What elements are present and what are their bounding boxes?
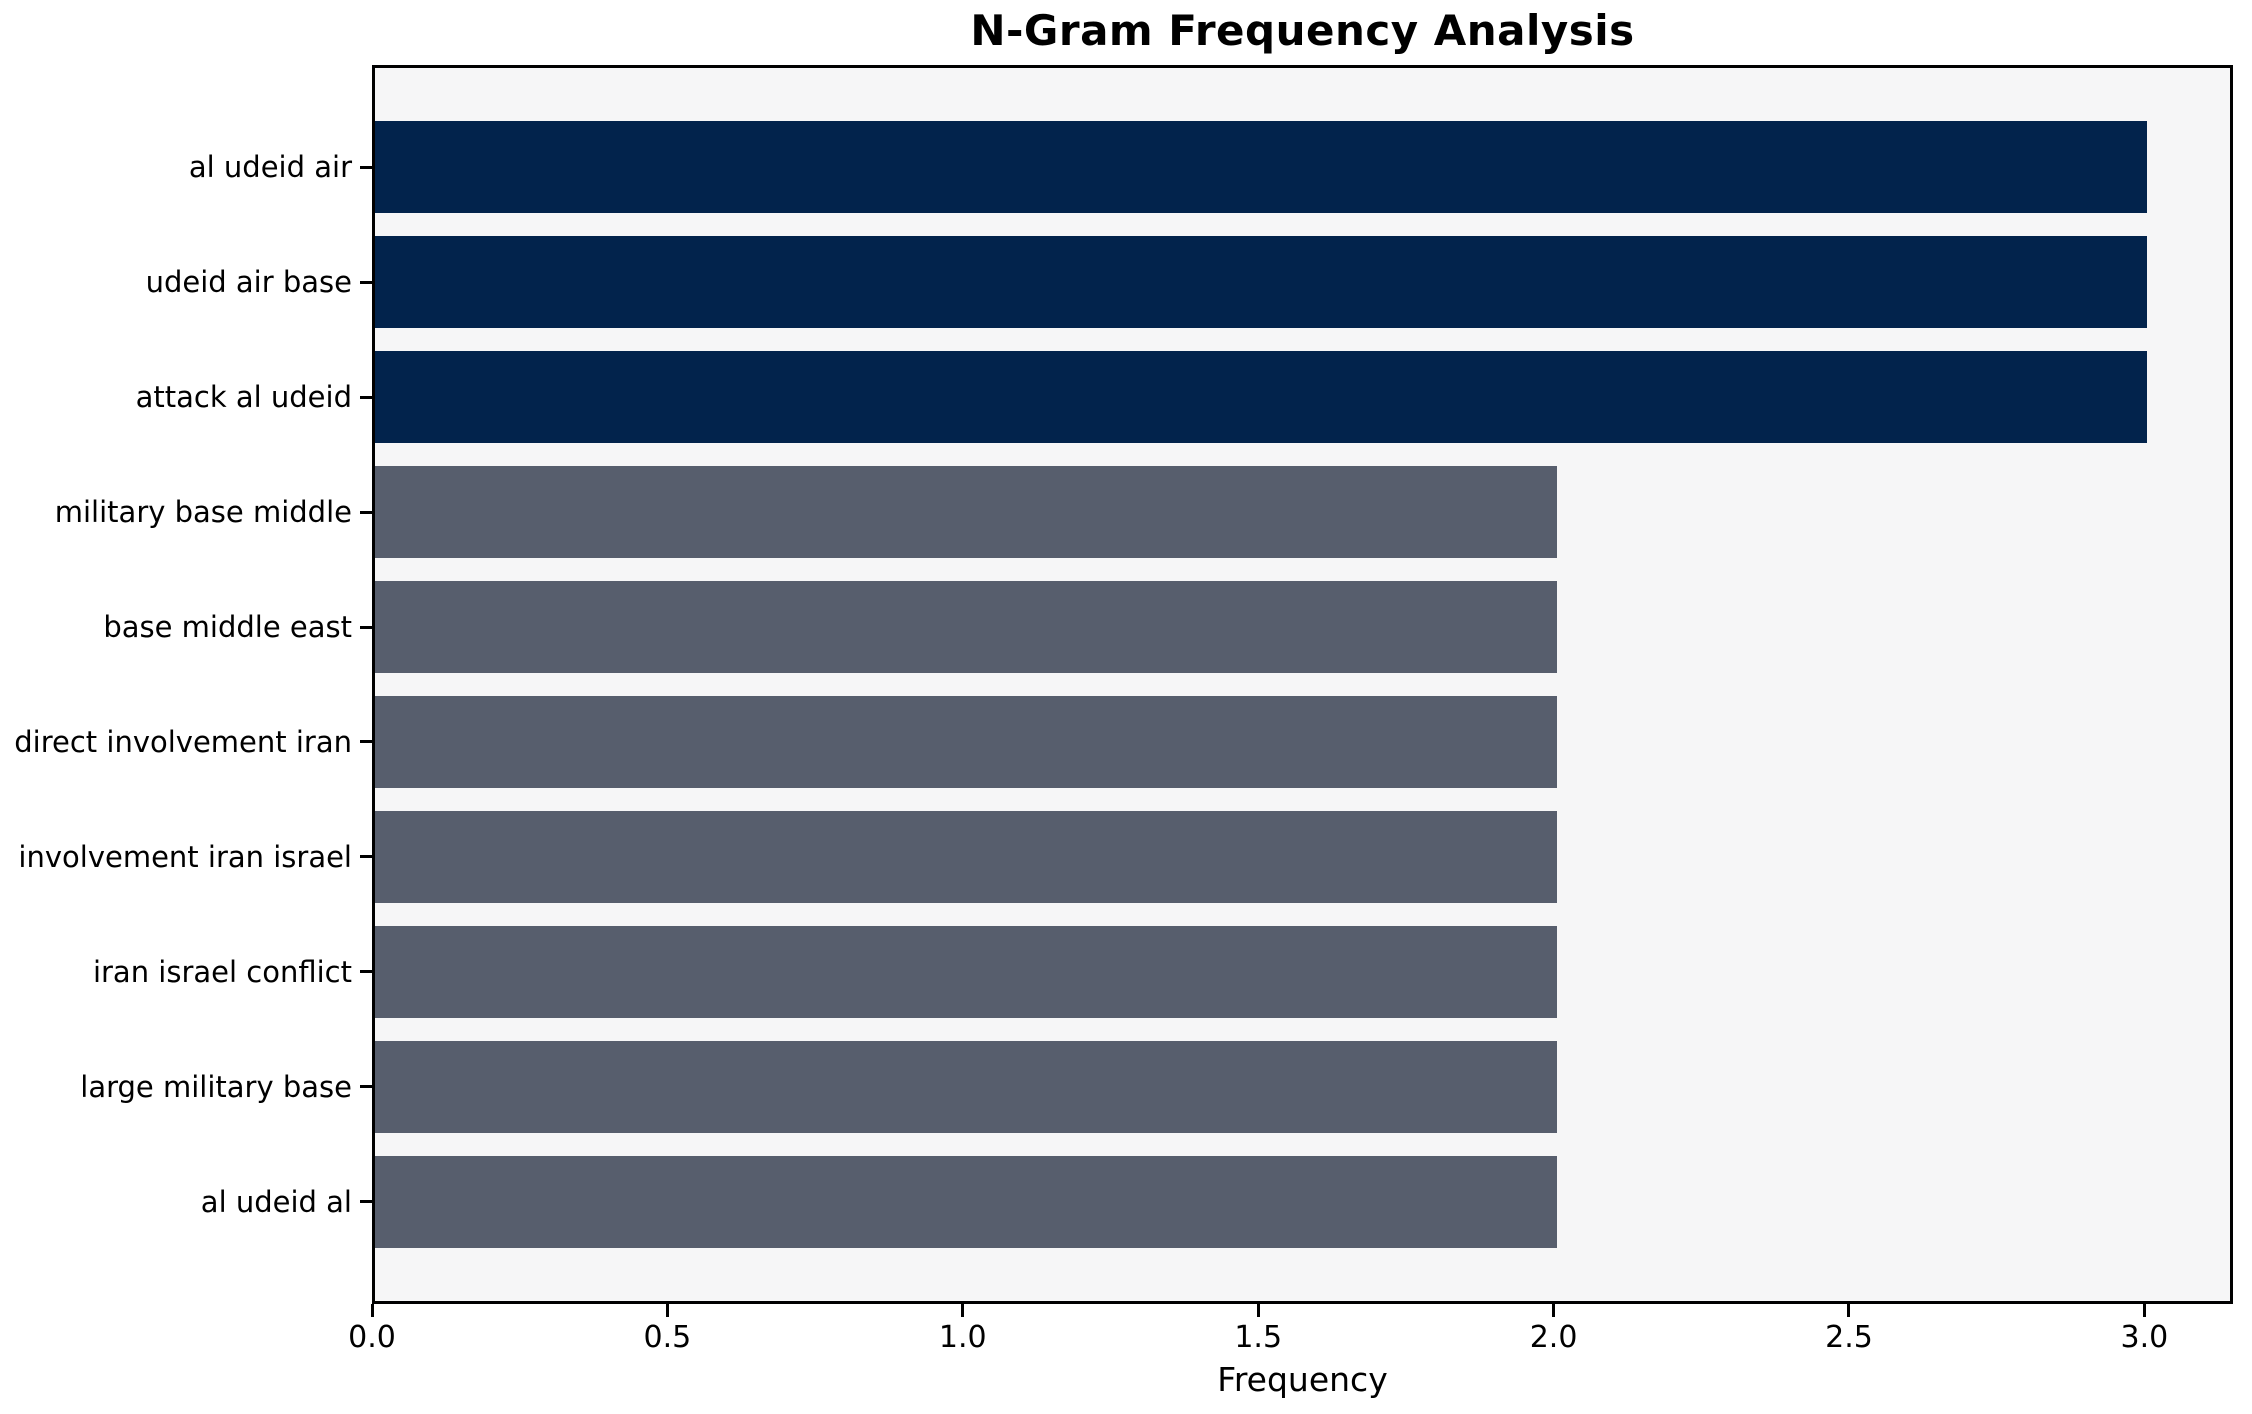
bar [375,810,1557,903]
bar [375,236,2148,329]
x-tick-mark [1847,1304,1851,1317]
x-tick-mark [961,1304,965,1317]
y-tick-mark [360,855,372,859]
x-tick-mark [1256,1304,1260,1317]
x-tick-label: 2.0 [1529,1320,1578,1355]
bar [375,1040,1557,1133]
x-tick-label: 3.0 [2120,1320,2169,1355]
y-tick-mark [360,510,372,514]
y-tick-mark [360,395,372,399]
y-tick-label: al udeid al [200,1184,352,1219]
y-tick-label: udeid air base [145,265,352,300]
y-tick-mark [360,1200,372,1204]
y-tick-mark [360,280,372,284]
y-tick-mark [360,740,372,744]
bar [375,121,2148,214]
y-tick-label: military base middle [54,495,352,530]
x-tick-mark [1552,1304,1556,1317]
x-tick-mark [370,1304,374,1317]
x-tick-mark [2142,1304,2146,1317]
y-tick-mark [360,625,372,629]
y-tick-label: al udeid air [188,150,352,185]
y-tick-label: base middle east [103,610,352,645]
bar [375,466,1557,559]
chart-title: N-Gram Frequency Analysis [970,6,1635,55]
y-tick-label: attack al udeid [135,380,352,415]
y-tick-mark [360,165,372,169]
x-tick-mark [665,1304,669,1317]
x-tick-label: 0.5 [643,1320,692,1355]
x-tick-label: 1.5 [1234,1320,1283,1355]
bar [375,695,1557,788]
plot-area [372,65,2233,1304]
x-axis-label: Frequency [1217,1360,1388,1399]
y-tick-label: iran israel conflict [92,954,352,989]
y-tick-mark [360,970,372,974]
y-tick-label: direct involvement iran [14,724,352,759]
x-tick-label: 1.0 [938,1320,987,1355]
y-tick-mark [360,1085,372,1089]
y-tick-label: large military base [80,1069,352,1104]
bar [375,1155,1557,1248]
bar [375,351,2148,444]
y-tick-label: involvement iran israel [18,839,352,874]
bar [375,581,1557,673]
x-tick-label: 0.0 [348,1320,396,1355]
x-tick-label: 2.5 [1825,1320,1873,1355]
bar [375,925,1557,1018]
